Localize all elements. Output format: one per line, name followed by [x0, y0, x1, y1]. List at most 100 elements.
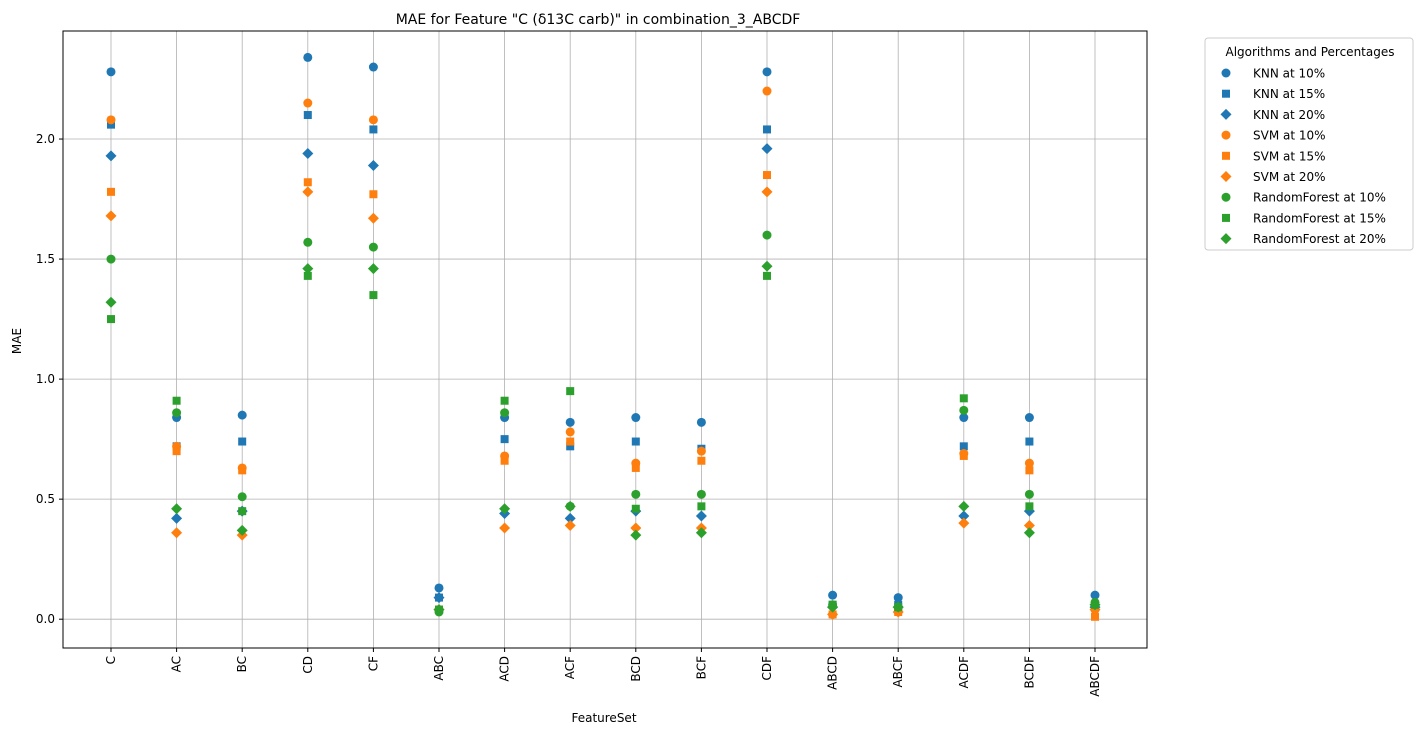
x-tick-label: BCDF	[1022, 656, 1036, 689]
data-point	[369, 291, 378, 300]
data-point	[566, 387, 575, 396]
data-point	[367, 263, 379, 275]
legend-marker	[1222, 151, 1230, 160]
data-point	[500, 396, 509, 405]
data-point	[107, 187, 115, 196]
data-point	[367, 212, 379, 224]
data-point	[433, 592, 445, 604]
data-point	[959, 405, 969, 415]
data-point	[434, 583, 444, 593]
data-point	[564, 512, 576, 524]
x-tick-label: CDF	[760, 656, 774, 681]
legend-label: RandomForest at 20%	[1253, 232, 1386, 246]
series-knn-at-20-	[105, 143, 1101, 613]
data-point	[761, 260, 773, 272]
data-point	[959, 413, 969, 423]
data-point	[892, 601, 904, 613]
data-point	[303, 111, 312, 120]
data-point	[172, 447, 181, 456]
data-point	[303, 52, 313, 62]
data-point	[105, 296, 117, 308]
x-tick-label: ABCDF	[1088, 656, 1102, 697]
data-point	[827, 601, 839, 613]
x-tick-label: AC	[170, 656, 184, 672]
x-tick-label: CD	[301, 656, 315, 674]
data-point	[762, 86, 772, 96]
x-tick-label: ABCF	[891, 656, 905, 688]
series-svm-at-15-	[107, 171, 1099, 621]
data-point	[172, 396, 181, 405]
y-tick-label: 1.5	[36, 252, 55, 266]
data-point	[303, 178, 312, 187]
series-randomforest-at-20-	[105, 260, 1101, 616]
data-point	[303, 98, 313, 108]
data-point	[368, 242, 378, 252]
data-point	[106, 67, 116, 77]
data-point	[1024, 413, 1034, 423]
data-point	[631, 504, 640, 513]
legend-label: RandomForest at 15%	[1253, 211, 1386, 225]
data-point	[1024, 458, 1034, 468]
legend-marker	[1221, 130, 1231, 140]
data-point	[958, 510, 970, 522]
data-point	[1025, 466, 1034, 475]
data-point	[171, 527, 183, 539]
series-svm-at-20-	[105, 186, 1101, 620]
data-point	[433, 604, 445, 616]
chart-title: MAE for Feature "C (δ13C carb)" in combi…	[396, 12, 801, 28]
data-point	[630, 522, 642, 534]
data-point	[1025, 437, 1034, 446]
data-point	[236, 524, 248, 536]
x-tick-label: BC	[235, 656, 249, 672]
data-point	[500, 456, 509, 465]
legend-marker	[1220, 233, 1232, 245]
series-knn-at-15-	[107, 111, 1099, 609]
data-point	[959, 451, 968, 460]
data-point	[631, 437, 640, 446]
legend-label: KNN at 10%	[1253, 67, 1325, 81]
data-point	[172, 408, 182, 418]
data-point	[631, 489, 641, 499]
x-tick-label: ACF	[563, 656, 577, 679]
y-axis-label: MAE	[10, 328, 24, 354]
legend-marker	[1222, 89, 1230, 98]
series-knn-at-10-	[106, 52, 1100, 603]
legend-marker	[1220, 171, 1232, 182]
x-tick-label: CF	[366, 656, 380, 671]
data-point	[500, 435, 509, 444]
tick-layer: 0.0 0.5 1.0 1.5 2.0 C AC BC CD CF ABC ACD ACF BCD BCF C…	[36, 132, 1102, 697]
data-point	[695, 527, 707, 539]
data-point	[303, 271, 312, 280]
data-point	[697, 456, 706, 465]
data-point	[367, 159, 379, 171]
data-point	[302, 186, 314, 198]
data-point	[763, 271, 771, 280]
data-point	[1090, 590, 1100, 600]
data-point	[630, 529, 642, 541]
legend-marker	[1221, 192, 1231, 202]
data-point	[564, 520, 576, 532]
data-point	[238, 466, 247, 475]
data-point	[762, 230, 772, 240]
data-point	[499, 503, 511, 515]
data-point	[107, 120, 115, 129]
data-point	[695, 510, 707, 522]
data-point	[499, 522, 511, 534]
data-point	[368, 115, 378, 125]
data-point	[828, 590, 838, 600]
data-point	[696, 489, 706, 499]
legend-marker	[1221, 68, 1231, 78]
x-tick-label: ABCD	[826, 656, 840, 690]
data-point	[958, 500, 970, 512]
data-point	[696, 446, 706, 456]
y-tick-label: 0.0	[36, 612, 55, 626]
series-randomforest-at-15-	[107, 271, 1099, 614]
data-point	[631, 413, 641, 423]
plot-frame	[62, 30, 1148, 649]
series-randomforest-at-10-	[106, 230, 1100, 617]
data-point	[1023, 527, 1035, 539]
data-point	[631, 463, 640, 472]
data-point	[369, 125, 378, 134]
data-point	[696, 417, 706, 427]
data-point	[566, 437, 575, 446]
